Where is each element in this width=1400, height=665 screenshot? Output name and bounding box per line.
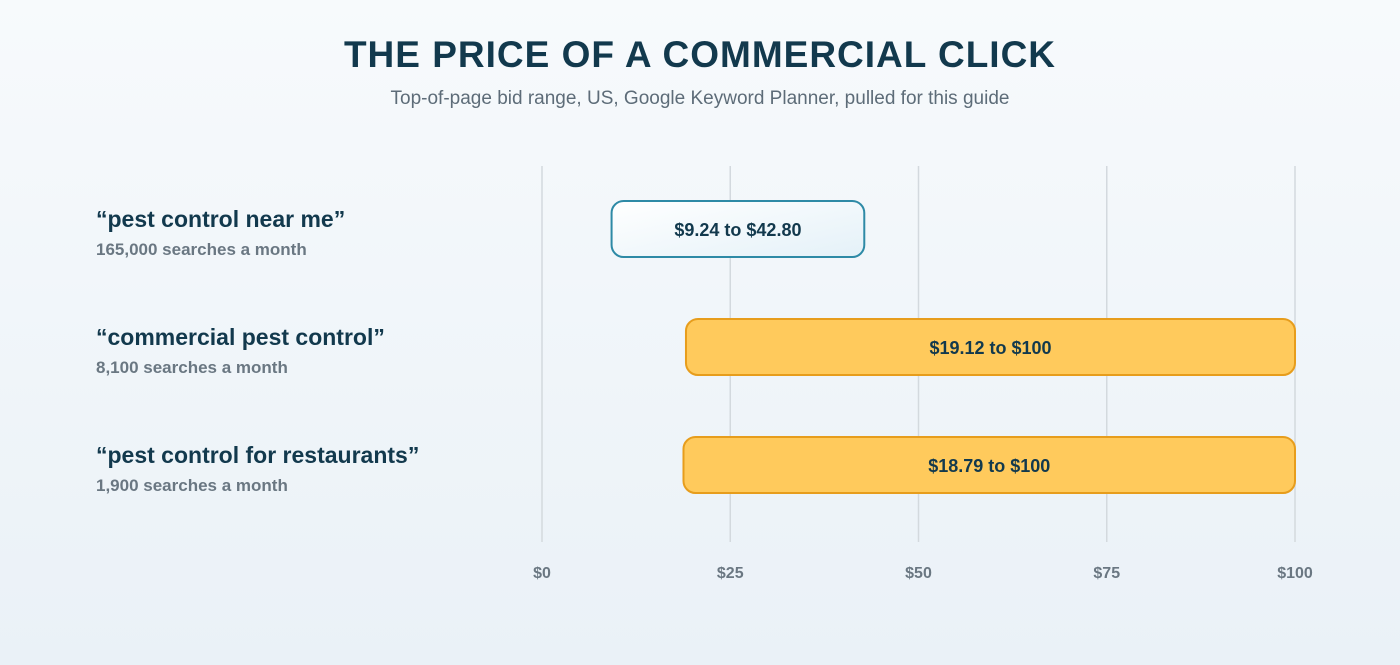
x-tick-label: $75 [1093,565,1120,582]
keyword-row: “pest control near me” 165,000 searches a… [96,200,866,259]
chart-subtitle: Top-of-page bid range, US, Google Keywor… [390,88,1010,109]
bid-range-bar [610,200,866,258]
chart-title: THE PRICE OF A COMMERCIAL CLICK [343,34,1057,75]
keyword-name: “commercial pest control” [96,324,385,350]
bid-range-label: $9.24 to $42.80 [674,220,801,240]
keyword-rows: “pest control near me” 165,000 searches a… [96,200,1296,495]
search-volume: 165,000 searches a month [96,240,307,259]
bid-range-label: $18.79 to $100 [928,456,1050,476]
bid-range-label: $19.12 to $100 [929,338,1051,358]
keyword-name: “pest control for restaurants” [96,442,419,468]
search-volume: 1,900 searches a month [96,476,288,495]
x-axis-ticks: $0 $25 $50 $75 $100 [533,565,1313,582]
x-tick-label: $0 [533,565,551,582]
x-tick-label: $50 [905,565,932,582]
x-tick-label: $25 [717,565,744,582]
keyword-row: “pest control for restaurants” 1,900 sear… [96,436,1296,495]
x-tick-label: $100 [1277,565,1313,582]
search-volume: 8,100 searches a month [96,358,288,377]
bid-range-bar [682,436,1296,494]
bid-range-bar [684,318,1296,376]
keyword-row: “commercial pest control” 8,100 searches … [96,318,1296,377]
keyword-name: “pest control near me” [96,206,345,232]
